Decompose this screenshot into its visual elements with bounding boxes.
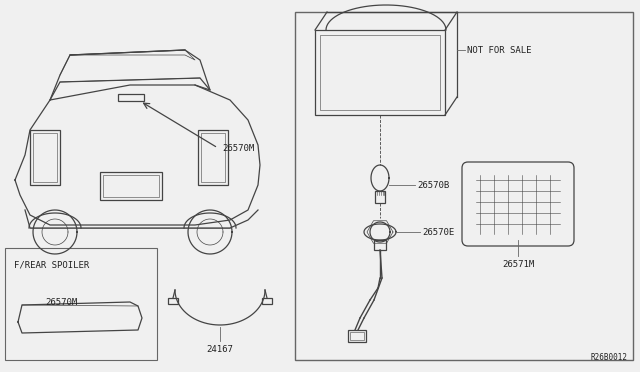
- Bar: [348, 330, 366, 342]
- Bar: [201, 133, 225, 182]
- Bar: [295, 12, 633, 360]
- Text: 26570B: 26570B: [417, 180, 449, 189]
- Text: 26570M: 26570M: [222, 144, 254, 153]
- Bar: [350, 332, 364, 340]
- Text: R26B0012: R26B0012: [591, 353, 628, 362]
- Bar: [100, 172, 162, 200]
- Bar: [375, 191, 385, 203]
- Text: 24167: 24167: [207, 345, 234, 354]
- Bar: [5, 248, 157, 360]
- Text: NOT FOR SALE: NOT FOR SALE: [467, 45, 531, 55]
- Text: F/REAR SPOILER: F/REAR SPOILER: [14, 260, 89, 269]
- Bar: [374, 240, 386, 250]
- Bar: [315, 30, 445, 115]
- Bar: [103, 175, 159, 197]
- Text: 26570M: 26570M: [45, 298, 77, 307]
- Text: 26570E: 26570E: [422, 228, 454, 237]
- Bar: [168, 298, 178, 304]
- Bar: [30, 130, 60, 185]
- Bar: [320, 35, 440, 110]
- Bar: [118, 94, 144, 101]
- Bar: [33, 133, 57, 182]
- Text: 26571M: 26571M: [502, 260, 534, 269]
- Bar: [262, 298, 272, 304]
- Bar: [198, 130, 228, 185]
